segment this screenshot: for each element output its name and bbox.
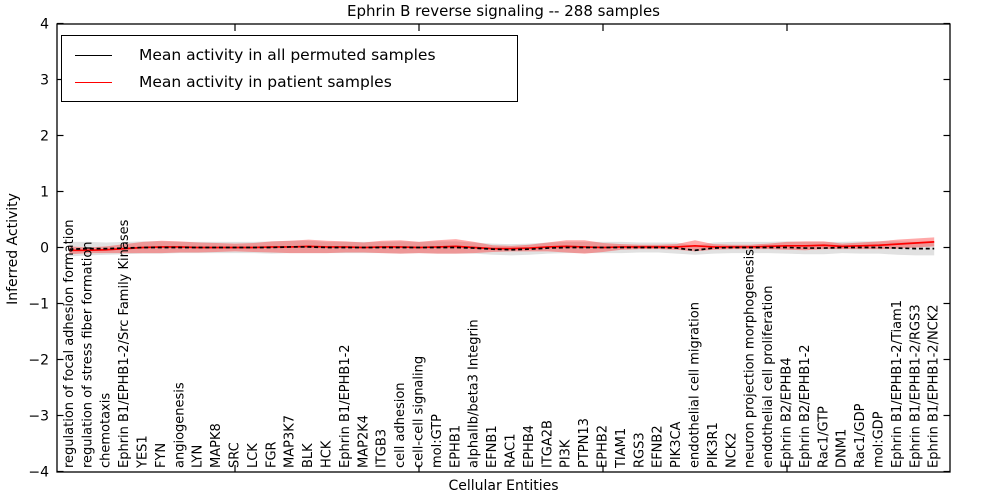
x-tick-label: cell adhesion <box>393 382 408 468</box>
x-tick-label: BLK <box>301 443 316 468</box>
x-axis-label: Cellular Entities <box>448 478 559 494</box>
red-line-icon <box>75 81 112 83</box>
y-tick-label: 0 <box>40 241 49 257</box>
x-tick-label: MAP3K7 <box>283 415 298 468</box>
legend: Mean activity in all permuted samples Me… <box>61 35 518 102</box>
y-tick-label: −4 <box>28 465 49 481</box>
x-tick-label: endothelial cell migration <box>688 302 703 468</box>
chart-title: Ephrin B reverse signaling -- 288 sample… <box>346 2 660 20</box>
x-tick-label: EPHB1 <box>448 425 463 468</box>
y-tick-label: 3 <box>40 73 49 89</box>
x-tick-label: NCK2 <box>724 432 739 468</box>
legend-item-patient: Mean activity in patient samples <box>75 73 517 91</box>
x-tick-label: MAPK8 <box>209 423 224 468</box>
y-tick-label: 1 <box>40 185 49 201</box>
y-tick-label: −1 <box>28 297 49 313</box>
x-tick-label: EFNB2 <box>651 425 666 468</box>
y-tick-label: 2 <box>40 129 49 145</box>
x-tick-label: Ephrin B2/EPHB1-2 <box>798 344 813 468</box>
x-tick-label: Ephrin B1/EPHB1-2/Tiam1 <box>890 300 905 468</box>
x-tick-label: TIAM1 <box>614 428 629 469</box>
x-tick-label: HCK <box>320 440 335 468</box>
x-tick-label: alphaIIb/beta3 Integrin <box>467 319 482 468</box>
x-tick-label: Ephrin B2/EPHB4 <box>780 357 795 468</box>
x-tick-label: FGR <box>264 441 279 468</box>
x-tick-label: mol:GTP <box>430 414 445 468</box>
x-tick-label: Rac1/GDP <box>853 403 868 468</box>
x-tick-label: mol:GDP <box>872 411 887 468</box>
x-tick-label: ITGB3 <box>375 429 390 468</box>
x-tick-label: Ephrin B1/EPHB1-2/Src Family Kinases <box>117 219 132 468</box>
x-tick-label: FYN <box>154 443 169 468</box>
x-tick-label: angiogenesis <box>172 382 187 468</box>
x-tick-label: neuron projection morphogenesis <box>743 249 758 468</box>
x-tick-label: DNM1 <box>835 429 850 468</box>
x-tick-label: Ephrin B1/EPHB1-2/RGS3 <box>908 304 923 468</box>
x-tick-label: MAP2K4 <box>356 415 371 468</box>
x-tick-label: Rac1/GTP <box>816 406 831 468</box>
patient-std-band <box>69 237 935 255</box>
x-tick-label: EPHB2 <box>596 425 611 468</box>
y-tick-label: 4 <box>40 17 49 33</box>
x-tick-label: endothelial cell proliferation <box>761 286 776 469</box>
x-tick-label: EFNB1 <box>485 425 500 468</box>
x-tick-label: PIK3CA <box>669 421 684 468</box>
x-tick-label: YES1 <box>136 435 151 469</box>
y-tick-label: −3 <box>28 409 49 425</box>
x-tick-label: EPHB4 <box>522 425 537 468</box>
x-tick-label: ITGA2B <box>540 420 555 468</box>
x-tick-label: PIK3R1 <box>706 422 721 468</box>
legend-label-patient: Mean activity in patient samples <box>139 73 392 91</box>
legend-label-permuted: Mean activity in all permuted samples <box>139 46 436 64</box>
x-tick-label: PI3K <box>559 439 574 468</box>
x-tick-label: regulation of focal adhesion formation <box>62 219 77 468</box>
x-tick-label: PTPN13 <box>577 418 592 468</box>
y-tick-label: −2 <box>28 353 49 369</box>
x-tick-label: cell-cell signaling <box>412 356 427 468</box>
black-line-icon <box>75 54 112 56</box>
x-tick-label: LYN <box>191 445 206 468</box>
x-tick-label: RGS3 <box>632 432 647 468</box>
x-tick-label: RAC1 <box>504 433 519 468</box>
permuted-mean-line <box>69 246 935 252</box>
x-tick-label: chemotaxis <box>99 393 114 468</box>
x-tick-label: LCK <box>246 443 261 468</box>
legend-item-permuted: Mean activity in all permuted samples <box>75 46 517 64</box>
x-tick-label: Ephrin B1/EPHB1-2/NCK2 <box>927 304 942 468</box>
x-tick-label: Ephrin B1/EPHB1-2 <box>338 344 353 468</box>
x-tick-label: regulation of stress fiber formation <box>80 241 95 468</box>
x-tick-label: SRC <box>228 442 243 468</box>
